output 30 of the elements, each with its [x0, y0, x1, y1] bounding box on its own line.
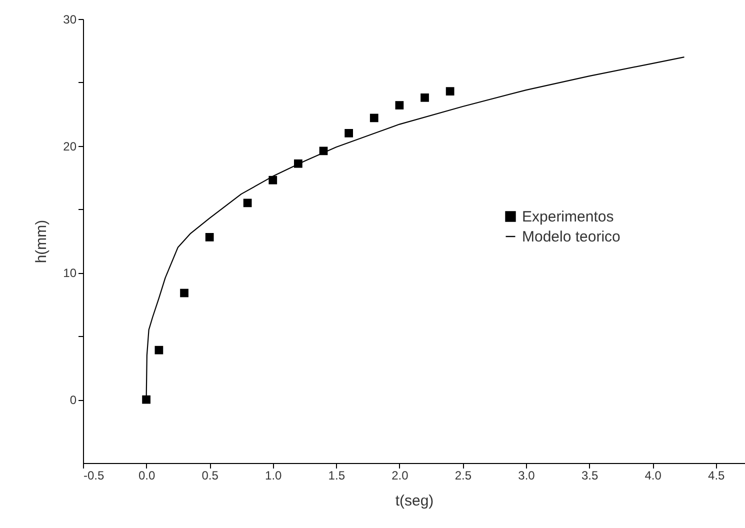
x-tick-label: 2.0	[392, 468, 409, 482]
point	[205, 233, 214, 242]
point	[420, 93, 429, 102]
x-tick-label: 3.5	[581, 468, 598, 482]
x-tick-label: 1.5	[328, 468, 346, 482]
legend-label: Experimentos	[522, 208, 614, 226]
point	[344, 128, 353, 138]
point	[370, 114, 378, 122]
point	[142, 395, 150, 404]
y-tick-label: 10	[63, 266, 77, 280]
y-axis-title: h(mm)	[33, 220, 50, 264]
x-tick-label: 4.0	[644, 468, 662, 482]
point	[268, 176, 278, 184]
x-tick-label: 0.5	[202, 468, 219, 482]
x-axis-title: t(seg)	[395, 492, 434, 510]
legend-label: Modelo teorico	[522, 228, 620, 246]
point	[154, 346, 164, 354]
x-tick-label: 2.5	[454, 468, 472, 482]
x-tick-label: -0.5	[84, 468, 105, 482]
point	[446, 87, 454, 96]
point	[243, 198, 252, 208]
x-tick-label: 1.0	[265, 468, 282, 482]
point	[180, 288, 188, 298]
x-tick-label: 3.0	[518, 468, 536, 482]
y-tick-label: 30	[63, 12, 77, 26]
x-tick-label: 0.0	[138, 468, 156, 482]
y-tick-label: 0	[70, 393, 77, 408]
point	[395, 101, 404, 110]
x-tick-label: 4.5	[708, 468, 726, 482]
y-tick-label: 20	[63, 139, 77, 154]
